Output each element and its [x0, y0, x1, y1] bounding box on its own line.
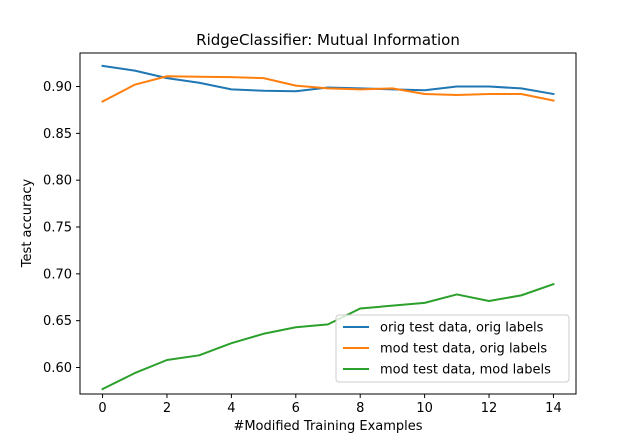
y-axis-title: Test accuracy: [20, 179, 35, 269]
x-tick-label: 0: [98, 401, 106, 416]
legend-label-1: orig test data, orig labels: [380, 321, 544, 336]
y-tick-label: 0.75: [43, 221, 72, 236]
series-line-1: [101, 64, 555, 96]
series-line-3: [101, 282, 555, 391]
x-tick-label: 12: [481, 401, 498, 416]
series-lines: [101, 64, 555, 391]
legend-label-3: mod test data, mod labels: [380, 363, 551, 378]
y-tick-label: 0.65: [43, 314, 72, 329]
x-tick-label: 2: [163, 401, 171, 416]
legend-box: [335, 314, 570, 383]
x-axis-title: #Modified Training Examples: [233, 419, 422, 434]
plot-area: [79, 52, 577, 395]
y-tick-label: 0.90: [43, 80, 72, 95]
series-line-2: [101, 75, 555, 103]
y-tick-label: 0.60: [43, 361, 72, 376]
legend-label-2: mod test data, orig labels: [380, 342, 547, 357]
y-axis: 0.60 0.65 0.70 0.75 0.80 0.85 0.90: [43, 80, 80, 376]
chart-title: RidgeClassifier: Mutual Information: [196, 31, 460, 49]
x-tick-label: 10: [416, 401, 433, 416]
x-tick-label: 8: [356, 401, 364, 416]
legend: orig test data, orig labels mod test data…: [335, 314, 570, 383]
x-tick-label: 6: [292, 401, 300, 416]
x-tick-label: 14: [545, 401, 562, 416]
y-tick-label: 0.85: [43, 127, 72, 142]
x-axis: 0 2 4 6 8 10 12 14: [98, 394, 562, 416]
x-tick-label: 4: [227, 401, 235, 416]
y-tick-label: 0.70: [43, 267, 72, 282]
y-tick-label: 0.80: [43, 174, 72, 189]
